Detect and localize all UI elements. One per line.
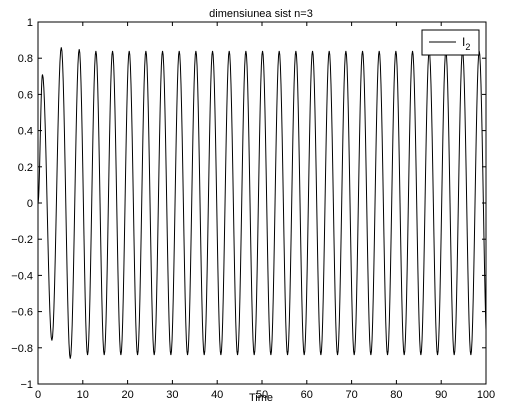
y-tick-label: 0.6	[18, 89, 33, 101]
x-tick-label: 90	[435, 389, 447, 401]
legend-entry-name: I	[462, 35, 465, 49]
y-tick-label: −0.2	[11, 234, 33, 246]
x-tick-label: 0	[35, 389, 41, 401]
y-tick-label: −0.4	[11, 270, 33, 282]
x-axis-ticks: 0 10 20 30 40 50 60 70 80 90 100	[35, 22, 495, 401]
x-tick-label: 50	[256, 389, 268, 401]
x-tick-label: 100	[477, 389, 495, 401]
y-axis-ticks: −1 −0.8 −0.6 −0.4 −0.2 0 0.2 0.4 0.6 0.8 1	[11, 17, 486, 391]
x-tick-label: 10	[77, 389, 89, 401]
x-tick-label: 70	[345, 389, 357, 401]
legend: I2	[421, 29, 480, 56]
y-tick-label: −1	[20, 379, 33, 391]
y-tick-label: −0.6	[11, 307, 33, 319]
chart-title: dimensiunea sist n=3	[209, 8, 313, 20]
y-tick-label: 1	[27, 17, 33, 29]
y-tick-label: 0.8	[18, 53, 33, 65]
x-tick-label: 40	[211, 389, 223, 401]
x-tick-label: 80	[390, 389, 402, 401]
x-tick-label: 20	[121, 389, 133, 401]
y-tick-label: 0	[27, 198, 33, 210]
y-tick-label: −0.8	[11, 343, 33, 355]
legend-entry: I2	[462, 35, 470, 52]
x-axis-label: Time	[249, 392, 273, 404]
legend-entry-subscript: 2	[465, 42, 470, 52]
y-tick-label: 0.4	[18, 126, 33, 138]
plot-area: 0 10 20 30 40 50 60 70 80 90 100 −1−0.8−0.6−0.4−0.…	[11, 17, 495, 401]
x-tick-label: 60	[301, 389, 313, 401]
x-tick-label: 30	[166, 389, 178, 401]
axes-box	[37, 21, 487, 385]
series-line-i2	[38, 47, 486, 359]
y-tick-label: 0.2	[18, 162, 33, 174]
